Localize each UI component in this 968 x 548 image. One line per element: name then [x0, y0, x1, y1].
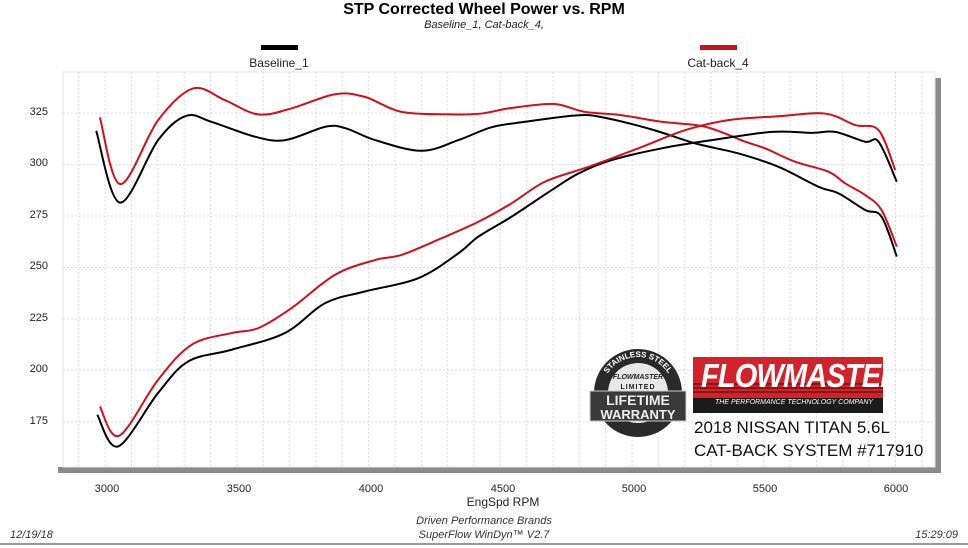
x-tick-label: 4000 [358, 483, 384, 495]
flowmaster-logo: FLOWMASTER THE PERFORMANCE TECHNOLOGY CO… [693, 357, 883, 413]
badge-warranty: WARRANTY [600, 407, 675, 422]
y-tick-label: 250 [29, 260, 48, 272]
vehicle-caption: 2018 NISSAN TITAN 5.6L [694, 418, 890, 437]
flowmaster-logo-tagline: THE PERFORMANCE TECHNOLOGY COMPANY [715, 399, 874, 406]
footer-time: 15:29:09 [915, 529, 958, 541]
footer-company: Driven Performance Brands [416, 515, 552, 527]
y-tick-label: 275 [29, 209, 48, 221]
system-caption: CAT-BACK SYSTEM #717910 [694, 441, 924, 460]
series-line-baseline-1-lower [96, 130, 898, 448]
chart-title: STP Corrected Wheel Power vs. RPM [343, 1, 625, 18]
footer-rule [0, 543, 968, 545]
x-tick-label: 5000 [621, 483, 647, 495]
lifetime-warranty-badge: STAINLESS STEEL FLOWMASTER LIMITED LIFET… [589, 349, 687, 437]
x-tick-label: 3500 [226, 483, 252, 495]
footer-date: 12/19/18 [10, 529, 53, 541]
y-tick-label: 200 [29, 363, 48, 375]
x-tick-label: 5500 [752, 483, 778, 495]
legend-label-catback: Cat-back_4 [687, 56, 749, 70]
series-line-baseline-1-upper [95, 113, 898, 257]
y-tick-label: 175 [29, 415, 48, 427]
x-tick-label: 4500 [490, 483, 516, 495]
series-group [95, 86, 898, 448]
footer-software: SuperFlow WinDyn™ V2.7 [418, 529, 550, 541]
plot-shadow-bottom [58, 467, 940, 473]
badge-limited: LIMITED [621, 384, 656, 391]
y-tick-label: 325 [29, 106, 48, 118]
legend-swatch-baseline [261, 45, 298, 50]
x-tick-label: 6000 [883, 483, 909, 495]
legend-label-baseline: Baseline_1 [249, 56, 309, 70]
x-tick-label: 3000 [94, 483, 120, 495]
x-axis-label: EngSpd RPM [466, 495, 540, 509]
legend-swatch-catback [700, 45, 737, 50]
y-tick-label: 225 [29, 312, 48, 324]
series-line-cat-back-4-lower [98, 112, 897, 437]
flowmaster-logo-name: FLOWMASTER [701, 357, 883, 394]
chart-subtitle: Baseline_1, Cat-back_4, [424, 19, 544, 31]
series-line-cat-back-4-upper [98, 86, 898, 248]
badge-lifetime: LIFETIME [606, 392, 670, 408]
plot-shadow-right [935, 78, 941, 473]
badge-brand: FLOWMASTER [613, 374, 663, 381]
y-tick-label: 300 [29, 157, 48, 169]
